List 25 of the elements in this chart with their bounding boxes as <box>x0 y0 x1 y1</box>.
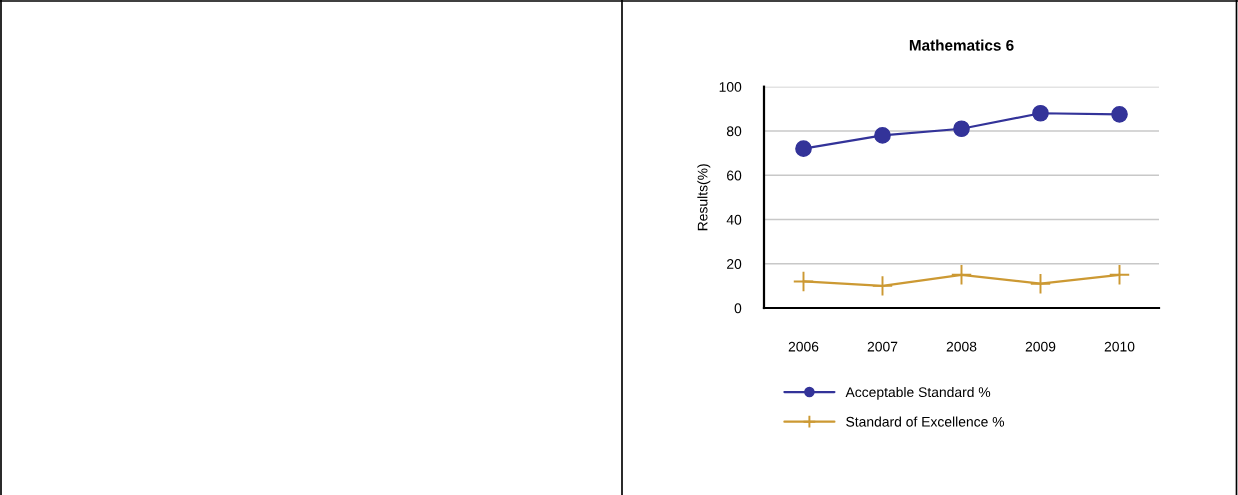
point <box>1032 104 1049 122</box>
point <box>874 127 891 144</box>
point <box>950 264 973 286</box>
y-tick-label: 100 <box>719 82 742 92</box>
y-tick-label: 20 <box>727 259 742 269</box>
point <box>1111 106 1128 123</box>
x-tick-label: 2007 <box>867 341 898 352</box>
legend-label: Acceptable Standard % <box>845 386 991 400</box>
x-tick-label: 2010 <box>1104 341 1135 352</box>
legend-label: Standard of Excellence % <box>846 416 1005 427</box>
y-axis-title: Results(%) <box>697 164 711 231</box>
x-tick-label: 2009 <box>1025 341 1056 352</box>
x-tick-label: 2006 <box>788 341 819 352</box>
y-tick-label: 40 <box>726 214 742 225</box>
y-tick-label: 60 <box>727 170 742 181</box>
y-tick-label: 0 <box>734 303 742 314</box>
point <box>1029 272 1052 295</box>
point <box>953 120 970 138</box>
point <box>1108 264 1131 286</box>
point <box>871 275 894 297</box>
y-tick-label: 80 <box>726 126 742 137</box>
x-tick-label: 2008 <box>946 341 977 352</box>
point <box>795 140 812 157</box>
chart-title: Mathematics 6 <box>909 39 1014 51</box>
point <box>792 270 815 293</box>
